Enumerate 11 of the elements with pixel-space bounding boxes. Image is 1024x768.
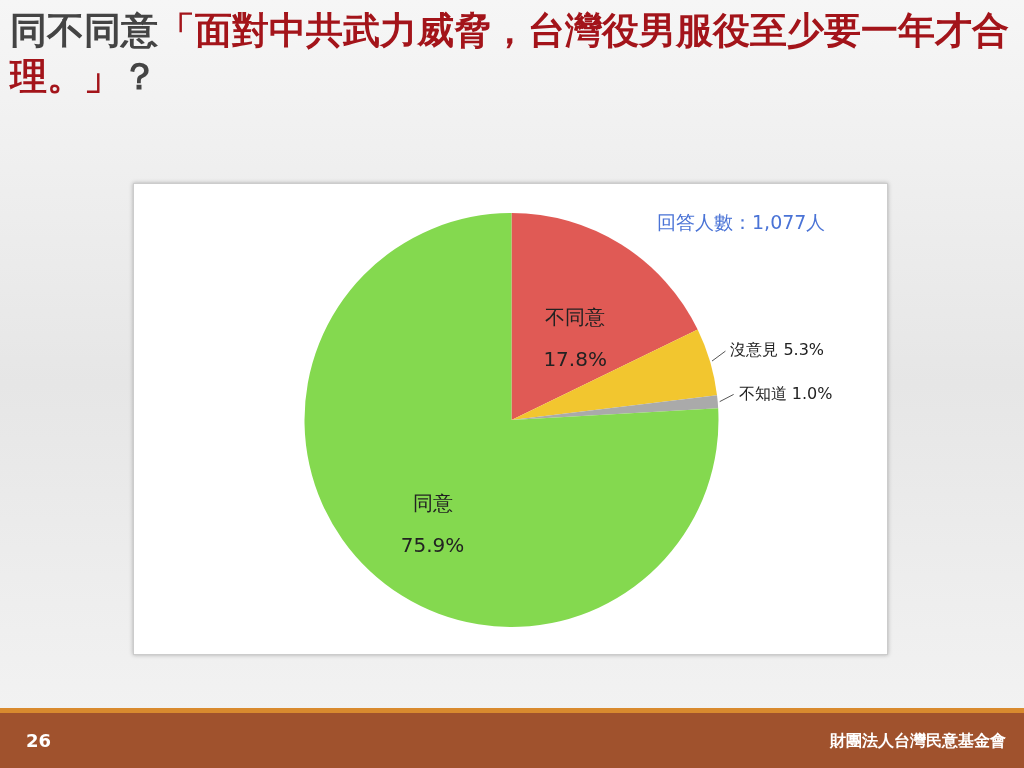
- text: 財團法人台灣民意基金會: [830, 731, 1006, 752]
- chart-title: 同不同意「面對中共武力威脅，台灣役男服役至少要一年才合理。」？: [10, 9, 1009, 98]
- pie-slice: [511, 329, 718, 420]
- slice-label: 同意: [412, 490, 453, 515]
- slice-label: 沒意見 5.3%: [730, 340, 825, 360]
- text: 26: [26, 730, 52, 751]
- data-label: 75.9%: [400, 532, 465, 557]
- text: 回答人數：1,077人: [657, 210, 826, 235]
- data-label: 17.8%: [543, 347, 607, 372]
- slice-label: 不同意: [545, 305, 606, 330]
- slice-label: 不知道 1.0%: [738, 384, 833, 404]
